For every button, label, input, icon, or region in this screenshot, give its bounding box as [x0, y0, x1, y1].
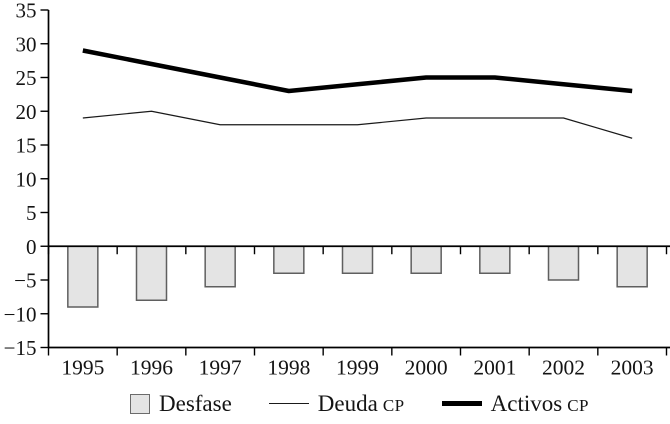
x-tick-label-1995: 1995: [61, 356, 104, 380]
x-tick-label-1998: 1998: [267, 356, 310, 380]
chart-svg: 35 30 25 20 15 10 5 0 −5 −10 −15 1995 1996 1997 1998 19…: [4, 0, 670, 380]
line-deuda-cp: [82, 110, 633, 139]
thin-line-swatch: [268, 402, 309, 405]
y-tick-label: 10: [16, 167, 37, 191]
y-tick-label: 5: [26, 201, 37, 225]
y-tick-label: −15: [4, 336, 37, 360]
x-tick-label-2000: 2000: [405, 356, 448, 380]
bar-2000: [410, 245, 442, 274]
y-tick-label: 30: [16, 32, 37, 56]
y-tick-label: −5: [14, 269, 36, 293]
legend-label-desfase: Desfase: [159, 391, 232, 416]
y-tick-label: 25: [16, 66, 37, 90]
bar-1999: [341, 245, 374, 274]
bar-2001: [479, 245, 511, 274]
bar-1997: [204, 245, 236, 288]
x-tick-label-2002: 2002: [542, 356, 585, 380]
y-tick-label: 0: [26, 235, 37, 259]
y-tick-label: 35: [16, 0, 37, 23]
legend-label-deuda-cp: Deuda CP: [317, 391, 405, 416]
x-tick-label-1999: 1999: [336, 356, 379, 380]
y-tick-label: −10: [4, 302, 37, 326]
line-activos-cp: [82, 48, 633, 94]
bar-1998: [273, 245, 305, 274]
y-tick-label: 20: [16, 100, 37, 124]
legend-label-activos-cp: Activos CP: [490, 391, 589, 416]
x-tick-label-1996: 1996: [130, 356, 173, 380]
bar-2002: [547, 245, 580, 281]
legend-item-deuda-cp: Deuda CP: [268, 391, 405, 416]
bar-1995: [67, 245, 99, 308]
x-tick-label-2003: 2003: [611, 356, 654, 380]
y-tick-label: 15: [16, 134, 37, 158]
bar-1996: [135, 245, 168, 301]
legend: Desfase Deuda CP Activos CP: [0, 392, 670, 415]
x-tick-label-1997: 1997: [199, 356, 242, 380]
legend-item-desfase: Desfase: [130, 392, 232, 415]
thick-line-swatch: [441, 401, 482, 406]
bar-2003: [616, 245, 648, 288]
x-tick-label-2001: 2001: [473, 356, 516, 380]
bar-swatch: [130, 393, 150, 414]
legend-item-activos-cp: Activos CP: [441, 391, 589, 416]
